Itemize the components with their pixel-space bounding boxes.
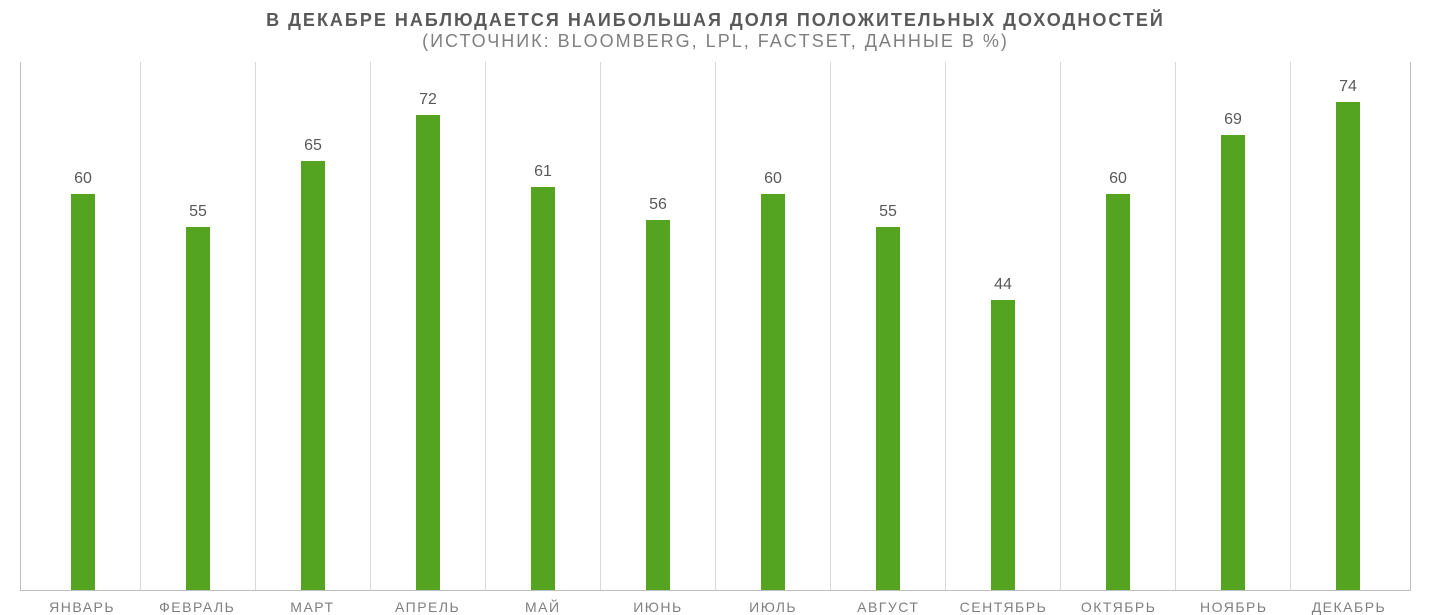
bar-wrapper: 60 bbox=[1106, 62, 1130, 590]
bar-value-label: 69 bbox=[1224, 111, 1242, 129]
bar-wrapper: 55 bbox=[186, 62, 210, 590]
plot-area: 60 55 65 72 61 56 60 55 44 60 69 74 bbox=[20, 62, 1411, 591]
bar-group: 44 bbox=[946, 62, 1060, 590]
x-axis-label: ЯНВАРЬ bbox=[25, 599, 139, 615]
bar-group: 60 bbox=[26, 62, 140, 590]
bar-value-label: 60 bbox=[764, 170, 782, 188]
bar-group: 69 bbox=[1176, 62, 1290, 590]
x-axis-labels: ЯНВАРЬФЕВРАЛЬМАРТАПРЕЛЬМАЙИЮНЬИЮЛЬАВГУСТ… bbox=[20, 591, 1411, 615]
bar-wrapper: 60 bbox=[761, 62, 785, 590]
chart-subtitle: (ИСТОЧНИК: BLOOMBERG, LPL, FACTSET, ДАНН… bbox=[20, 31, 1411, 52]
bar-value-label: 60 bbox=[74, 170, 92, 188]
bar-rect bbox=[416, 115, 440, 590]
x-axis-label: МАРТ bbox=[255, 599, 369, 615]
bar-rect bbox=[1106, 194, 1130, 590]
bar-value-label: 55 bbox=[879, 203, 897, 221]
bar-wrapper: 74 bbox=[1336, 62, 1360, 590]
bar-group: 55 bbox=[141, 62, 255, 590]
x-axis-label: АВГУСТ bbox=[831, 599, 945, 615]
bar-group: 65 bbox=[256, 62, 370, 590]
bar-value-label: 56 bbox=[649, 196, 667, 214]
bar-chart: В ДЕКАБРЕ НАБЛЮДАЕТСЯ НАИБОЛЬШАЯ ДОЛЯ ПО… bbox=[20, 10, 1411, 615]
bar-wrapper: 56 bbox=[646, 62, 670, 590]
bar-wrapper: 69 bbox=[1221, 62, 1245, 590]
bar-rect bbox=[531, 187, 555, 590]
chart-title: В ДЕКАБРЕ НАБЛЮДАЕТСЯ НАИБОЛЬШАЯ ДОЛЯ ПО… bbox=[20, 10, 1411, 31]
bar-rect bbox=[646, 220, 670, 590]
bar-rect bbox=[1336, 102, 1360, 590]
bar-group: 56 bbox=[601, 62, 715, 590]
bar-value-label: 72 bbox=[419, 91, 437, 109]
bar-rect bbox=[71, 194, 95, 590]
bar-rect bbox=[991, 300, 1015, 590]
x-axis-label: МАЙ bbox=[486, 599, 600, 615]
x-axis-label: ОКТЯБРЬ bbox=[1062, 599, 1176, 615]
bar-rect bbox=[761, 194, 785, 590]
bar-wrapper: 65 bbox=[301, 62, 325, 590]
x-axis-label: ДЕКАБРЬ bbox=[1292, 599, 1406, 615]
bar-value-label: 74 bbox=[1339, 78, 1357, 96]
bar-wrapper: 55 bbox=[876, 62, 900, 590]
bar-group: 61 bbox=[486, 62, 600, 590]
bar-wrapper: 61 bbox=[531, 62, 555, 590]
x-axis-label: ИЮЛЬ bbox=[716, 599, 830, 615]
x-axis-label: СЕНТЯБРЬ bbox=[946, 599, 1060, 615]
x-axis-label: АПРЕЛЬ bbox=[371, 599, 485, 615]
bar-group: 60 bbox=[716, 62, 830, 590]
bar-group: 74 bbox=[1291, 62, 1405, 590]
x-axis-label: ФЕВРАЛЬ bbox=[140, 599, 254, 615]
title-block: В ДЕКАБРЕ НАБЛЮДАЕТСЯ НАИБОЛЬШАЯ ДОЛЯ ПО… bbox=[20, 10, 1411, 52]
bar-group: 72 bbox=[371, 62, 485, 590]
bar-value-label: 60 bbox=[1109, 170, 1127, 188]
x-axis-label: ИЮНЬ bbox=[601, 599, 715, 615]
bar-wrapper: 72 bbox=[416, 62, 440, 590]
bar-wrapper: 44 bbox=[991, 62, 1015, 590]
bar-rect bbox=[1221, 135, 1245, 590]
bar-rect bbox=[186, 227, 210, 590]
bar-value-label: 61 bbox=[534, 163, 552, 181]
bar-value-label: 65 bbox=[304, 137, 322, 155]
bar-group: 55 bbox=[831, 62, 945, 590]
bar-wrapper: 60 bbox=[71, 62, 95, 590]
bar-rect bbox=[301, 161, 325, 590]
x-axis-label: НОЯБРЬ bbox=[1177, 599, 1291, 615]
bar-group: 60 bbox=[1061, 62, 1175, 590]
bar-rect bbox=[876, 227, 900, 590]
bar-value-label: 44 bbox=[994, 276, 1012, 294]
bar-value-label: 55 bbox=[189, 203, 207, 221]
